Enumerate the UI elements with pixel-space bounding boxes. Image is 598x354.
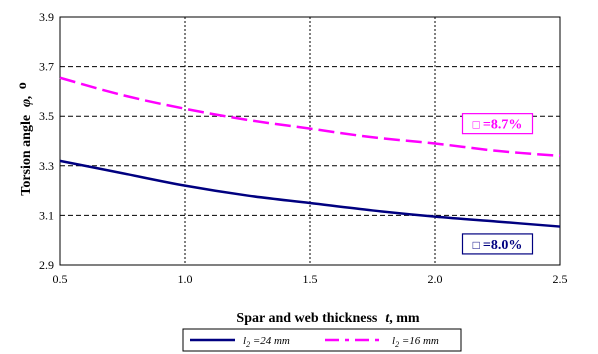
y-tick-label: 2.9 xyxy=(39,258,54,272)
y-tick-label: 3.3 xyxy=(39,159,54,173)
x-tick-label: 0.5 xyxy=(53,272,68,286)
x-tick-label: 1.5 xyxy=(303,272,318,286)
annotation-8-0-percent: □ =8.0% xyxy=(473,238,523,253)
x-tick-label: 2.5 xyxy=(553,272,568,286)
annotation-8-7-percent: □ =8.7% xyxy=(473,118,523,133)
series-lines xyxy=(59,76,561,228)
y-axis-title: Torsion angleφ,o xyxy=(15,82,34,195)
series-line-16mm xyxy=(59,76,561,158)
legend: l2 =24 mm l2 =16 mm xyxy=(182,328,462,352)
x-tick-label: 1.0 xyxy=(178,272,193,286)
legend-label-24mm: l2 =24 mm xyxy=(243,335,290,349)
y-tick-label: 3.7 xyxy=(39,60,54,74)
x-tick-labels: 0.5 1.0 1.5 2.0 2.5 xyxy=(53,272,568,286)
annotation-box xyxy=(461,233,534,255)
y-tick-label: 3.1 xyxy=(39,208,54,222)
annotations: □ =8.7% □ =8.0% xyxy=(461,113,534,255)
y-tick-label: 3.9 xyxy=(39,10,54,24)
y-tick-label: 3.5 xyxy=(39,109,54,123)
plot-frame xyxy=(59,16,561,266)
x-tick-label: 2.0 xyxy=(428,272,443,286)
legend-box xyxy=(182,328,462,352)
annotation-box xyxy=(461,113,534,135)
series-line-24mm xyxy=(59,159,561,228)
y-tick-labels: 2.9 3.1 3.3 3.5 3.7 3.9 xyxy=(39,10,54,272)
gridlines xyxy=(60,17,560,265)
x-axis-title: Spar and web thickness t, mm xyxy=(236,311,420,326)
legend-label-16mm: l2 =16 mm xyxy=(392,335,439,349)
